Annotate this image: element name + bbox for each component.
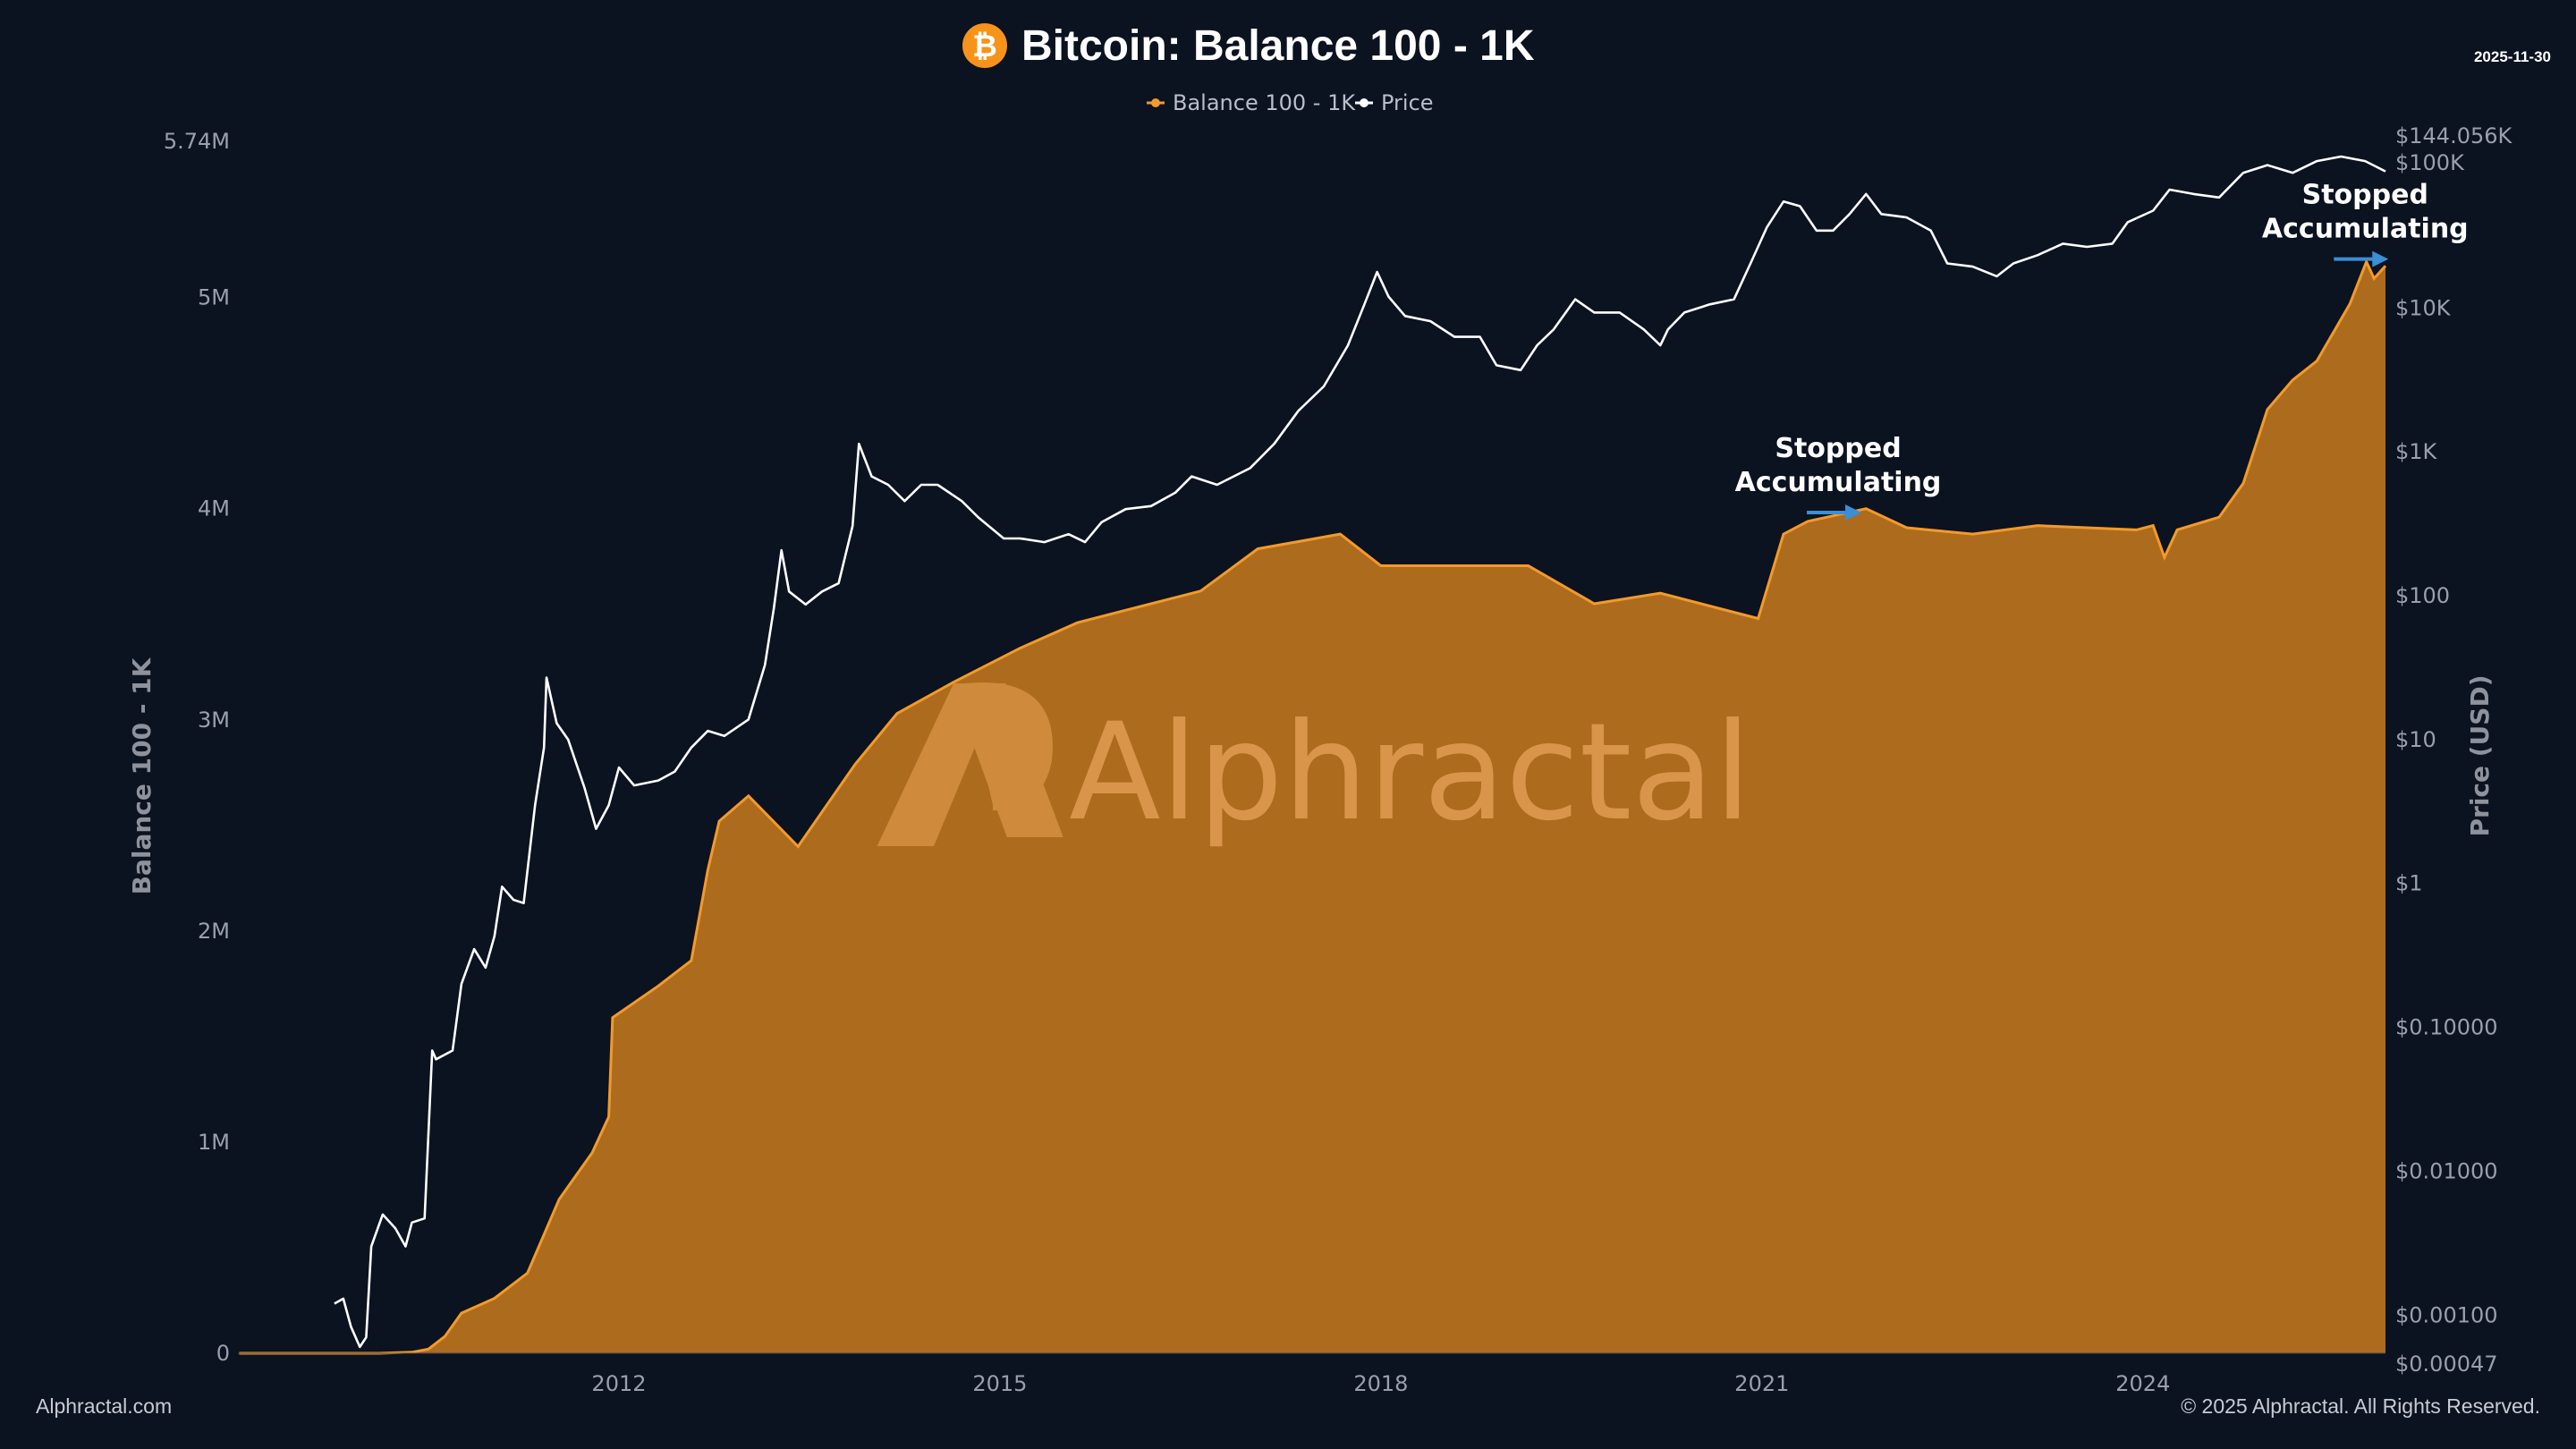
axes: 2012 2015 2018 2021 2024 0 1M 2M 3M 4M 5M 5.74M $0.0… — [164, 123, 2513, 1396]
title-group: ₿ Bitcoin: Balance 100 - 1K — [962, 22, 1535, 70]
y-tick-label-left: 4M — [198, 496, 230, 521]
legend-label-balance: Balance 100 - 1K — [1173, 90, 1356, 115]
bitcoin-symbol: ₿ — [972, 29, 997, 64]
y-tick-label-right: $0.00100 — [2395, 1302, 2498, 1327]
legend-item-price[interactable]: Price — [1355, 90, 1434, 115]
legend-label-price: Price — [1381, 90, 1434, 115]
x-tick-label: 2015 — [972, 1371, 1027, 1396]
watermark-logo-icon — [877, 682, 1063, 846]
y-tick-label-right: $144.056K — [2395, 123, 2513, 148]
y-tick-label-left: 5M — [198, 285, 230, 310]
watermark: Alphractal — [877, 682, 1751, 851]
annotation-text-line2: Accumulating — [1735, 467, 1942, 498]
y-axis-title-left: Balance 100 - 1K — [127, 657, 157, 894]
legend-item-balance[interactable]: Balance 100 - 1K — [1147, 90, 1356, 115]
x-tick-label: 2021 — [1734, 1371, 1789, 1396]
legend: Balance 100 - 1K Price — [1147, 90, 1434, 115]
price-line — [334, 155, 2386, 1349]
balance-area — [239, 261, 2386, 1354]
y-tick-label-right: $10 — [2395, 727, 2436, 752]
annotation-arrowhead-icon — [1845, 504, 1862, 521]
legend-marker-balance — [1151, 98, 1160, 107]
footer-copyright: © 2025 Alphractal. All Rights Reserved. — [2181, 1394, 2540, 1418]
x-tick-label: 2024 — [2115, 1371, 2170, 1396]
annotation-text-line1: Stopped — [2302, 180, 2428, 211]
y-tick-label-right: $1 — [2395, 871, 2423, 896]
y-tick-label-left: 5.74M — [164, 129, 230, 154]
y-tick-label-left: 3M — [198, 708, 230, 733]
legend-marker-price — [1360, 98, 1368, 107]
watermark-text: Alphractal — [1069, 695, 1751, 851]
bitcoin-icon — [962, 23, 1007, 68]
y-tick-label-right: $100K — [2395, 150, 2465, 175]
y-tick-label-left: 2M — [198, 919, 230, 944]
y-tick-label-right: $0.10000 — [2395, 1015, 2498, 1040]
footer-site[interactable]: Alphractal.com — [36, 1394, 172, 1418]
x-tick-label: 2012 — [591, 1371, 646, 1396]
balance-line — [239, 258, 2387, 1355]
y-tick-label-left: 1M — [198, 1130, 230, 1155]
y-axis-title-right: Price (USD) — [2465, 674, 2495, 836]
y-tick-label-left: 0 — [216, 1341, 230, 1366]
date-label: 2025-11-30 — [2474, 48, 2551, 65]
annotation-arrowhead-icon — [2372, 250, 2389, 267]
y-tick-label-right: $0.00047 — [2395, 1352, 2498, 1377]
chart-title: Bitcoin: Balance 100 - 1K — [1021, 22, 1535, 70]
y-tick-label-right: $10K — [2395, 295, 2452, 320]
x-tick-label: 2018 — [1353, 1371, 1408, 1396]
y-tick-label-right: $100 — [2395, 583, 2450, 608]
annotation-text-line1: Stopped — [1775, 433, 1901, 464]
annotation-text-line2: Accumulating — [2262, 214, 2469, 245]
y-tick-label-right: $0.01000 — [2395, 1158, 2498, 1183]
plot-area — [239, 155, 2387, 1355]
y-tick-label-right: $1K — [2395, 439, 2438, 464]
